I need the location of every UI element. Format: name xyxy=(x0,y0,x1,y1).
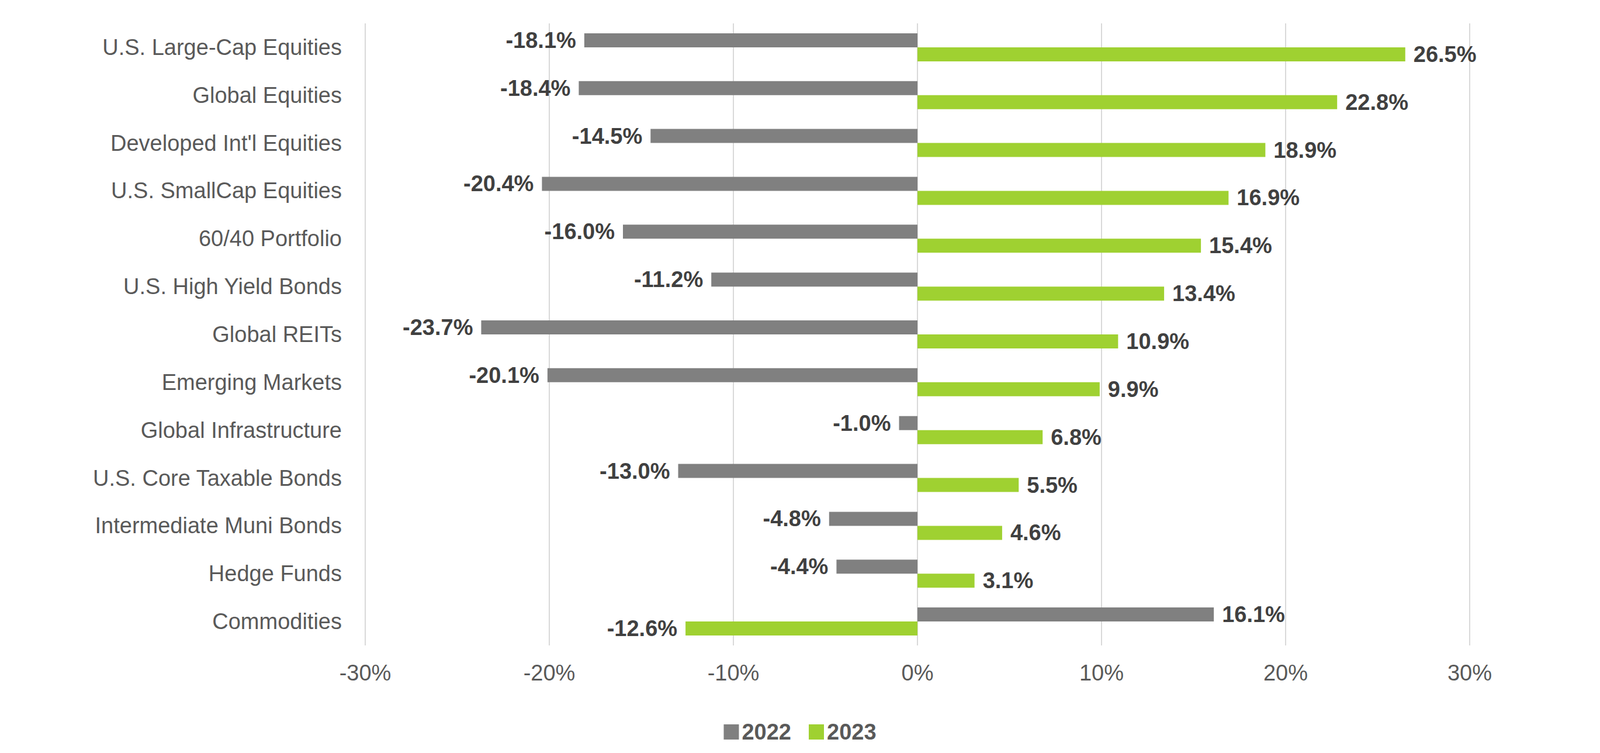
svg-text:-20%: -20% xyxy=(523,660,576,685)
svg-text:Global REITs: Global REITs xyxy=(212,321,342,347)
svg-text:10%: 10% xyxy=(1079,660,1124,685)
svg-text:9.9%: 9.9% xyxy=(1107,376,1159,402)
svg-text:22.8%: 22.8% xyxy=(1345,89,1409,115)
svg-text:Intermediate Muni Bonds: Intermediate Muni Bonds xyxy=(95,513,342,538)
svg-text:Emerging Markets: Emerging Markets xyxy=(161,369,342,395)
svg-text:U.S. Large-Cap Equities: U.S. Large-Cap Equities xyxy=(102,35,342,60)
svg-text:4.6%: 4.6% xyxy=(1010,520,1062,545)
svg-text:-10%: -10% xyxy=(707,660,760,685)
svg-text:-18.4%: -18.4% xyxy=(500,75,571,101)
svg-text:Global Equities: Global Equities xyxy=(192,82,342,108)
svg-text:-20.4%: -20.4% xyxy=(463,171,534,196)
svg-text:16.1%: 16.1% xyxy=(1221,601,1286,627)
svg-text:-1.0%: -1.0% xyxy=(832,410,891,436)
svg-text:20%: 20% xyxy=(1263,660,1308,685)
svg-text:2023: 2023 xyxy=(826,719,877,744)
svg-text:-12.6%: -12.6% xyxy=(607,615,678,641)
svg-text:-18.1%: -18.1% xyxy=(505,28,576,53)
svg-text:2022: 2022 xyxy=(741,719,792,744)
svg-text:-13.0%: -13.0% xyxy=(599,458,670,484)
svg-text:15.4%: 15.4% xyxy=(1209,233,1273,258)
svg-text:0%: 0% xyxy=(901,660,934,685)
svg-text:10.9%: 10.9% xyxy=(1126,328,1190,354)
svg-text:-16.0%: -16.0% xyxy=(544,219,615,244)
svg-text:U.S. SmallCap Equities: U.S. SmallCap Equities xyxy=(111,178,342,203)
svg-text:-30%: -30% xyxy=(339,660,392,685)
svg-text:-20.1%: -20.1% xyxy=(468,362,539,388)
svg-text:Commodities: Commodities xyxy=(212,608,342,634)
svg-text:U.S. High Yield Bonds: U.S. High Yield Bonds xyxy=(123,274,342,299)
svg-text:Developed Int'l Equities: Developed Int'l Equities xyxy=(110,130,342,156)
svg-text:Global Infrastructure: Global Infrastructure xyxy=(140,417,342,443)
svg-text:-11.2%: -11.2% xyxy=(634,267,703,292)
svg-text:6.8%: 6.8% xyxy=(1050,424,1102,450)
svg-text:16.9%: 16.9% xyxy=(1236,185,1300,210)
svg-text:-23.7%: -23.7% xyxy=(402,314,473,340)
svg-text:-14.5%: -14.5% xyxy=(572,123,643,149)
svg-text:3.1%: 3.1% xyxy=(982,568,1034,593)
svg-text:-4.4%: -4.4% xyxy=(770,553,829,579)
svg-text:U.S. Core Taxable Bonds: U.S. Core Taxable Bonds xyxy=(92,465,342,491)
svg-text:26.5%: 26.5% xyxy=(1413,42,1477,67)
svg-text:13.4%: 13.4% xyxy=(1172,281,1236,306)
svg-text:60/40 Portfolio: 60/40 Portfolio xyxy=(198,226,342,251)
svg-text:18.9%: 18.9% xyxy=(1273,137,1337,163)
svg-text:-4.8%: -4.8% xyxy=(763,506,822,531)
svg-text:30%: 30% xyxy=(1447,660,1492,685)
svg-text:5.5%: 5.5% xyxy=(1026,472,1078,498)
svg-text:Hedge Funds: Hedge Funds xyxy=(208,560,342,586)
